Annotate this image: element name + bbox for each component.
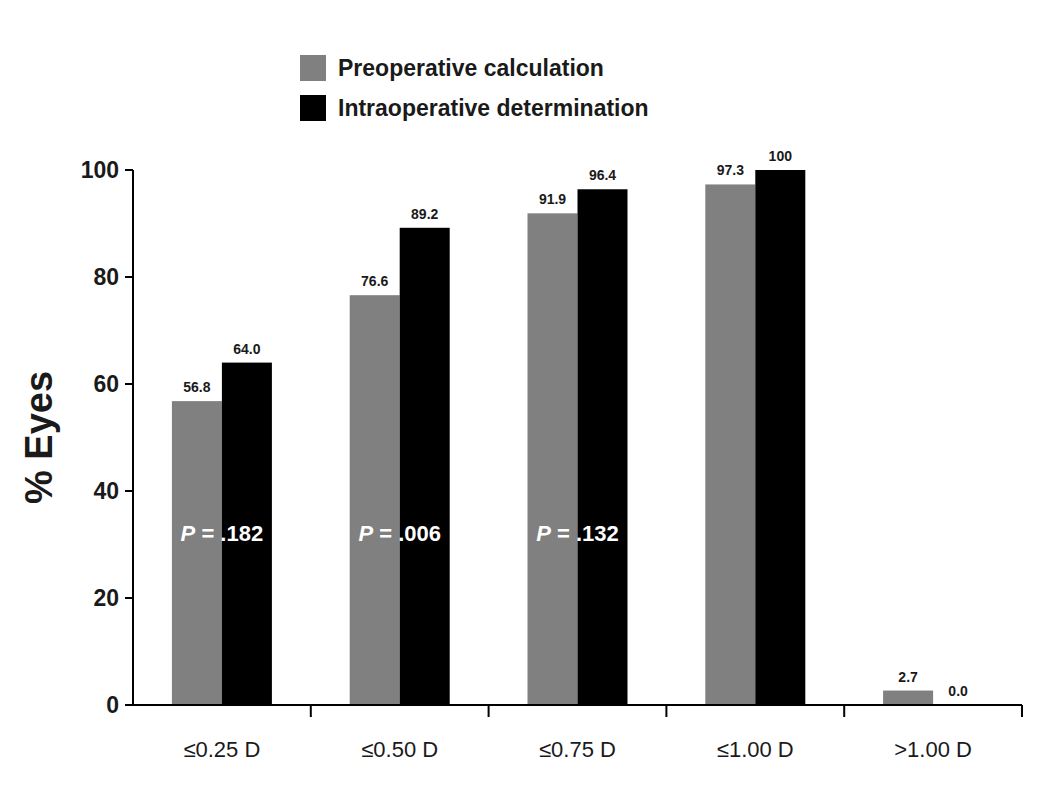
data-label: 96.4 xyxy=(589,167,616,183)
x-tick-label: ≤0.75 D xyxy=(539,737,616,762)
y-tick-label: 100 xyxy=(81,157,119,183)
bar xyxy=(578,189,628,705)
annotation: P = .182 xyxy=(181,521,264,546)
y-tick-label: 0 xyxy=(106,692,119,718)
y-tick xyxy=(125,490,133,492)
x-tick xyxy=(488,705,490,717)
x-tick xyxy=(843,705,845,717)
legend-swatch xyxy=(300,55,326,81)
y-tick xyxy=(125,597,133,599)
data-label: 56.8 xyxy=(183,379,210,395)
bar xyxy=(705,184,755,705)
y-tick xyxy=(125,276,133,278)
bar xyxy=(755,170,805,705)
x-tick-label: ≤1.00 D xyxy=(717,737,794,762)
x-tick xyxy=(310,705,312,717)
y-tick-label: 60 xyxy=(93,371,119,397)
x-tick-label: >1.00 D xyxy=(894,737,972,762)
y-tick xyxy=(125,704,133,706)
data-label: 89.2 xyxy=(411,206,438,222)
legend-label: Intraoperative determination xyxy=(338,95,649,121)
data-label: 100 xyxy=(769,148,793,164)
bars xyxy=(172,170,933,705)
y-tick xyxy=(125,383,133,385)
y-tick-label: 80 xyxy=(93,264,119,290)
x-tick xyxy=(1021,705,1023,717)
data-label: 2.7 xyxy=(898,669,918,685)
annotation: P = .006 xyxy=(358,521,441,546)
bar xyxy=(350,295,400,705)
y-tick-label: 20 xyxy=(93,585,119,611)
y-axis xyxy=(132,170,134,705)
data-label: 91.9 xyxy=(539,191,566,207)
bar xyxy=(883,691,933,705)
data-label: 0.0 xyxy=(948,683,968,699)
data-label: 76.6 xyxy=(361,273,388,289)
bar xyxy=(172,401,222,705)
data-label: 64.0 xyxy=(233,341,260,357)
bar xyxy=(400,228,450,705)
y-tick xyxy=(125,169,133,171)
x-tick xyxy=(665,705,667,717)
chart: Preoperative calculation Intraoperative d… xyxy=(0,0,1056,793)
x-tick-label: ≤0.25 D xyxy=(183,737,260,762)
y-axis-label: % Eyes xyxy=(18,371,60,504)
annotation: P = .132 xyxy=(536,521,619,546)
legend-swatch xyxy=(300,95,326,121)
data-label: 97.3 xyxy=(717,162,744,178)
legend-label: Preoperative calculation xyxy=(338,55,604,81)
x-axis xyxy=(133,704,1022,706)
y-tick-label: 40 xyxy=(93,478,119,504)
bar xyxy=(528,213,578,705)
x-tick-label: ≤0.50 D xyxy=(361,737,438,762)
